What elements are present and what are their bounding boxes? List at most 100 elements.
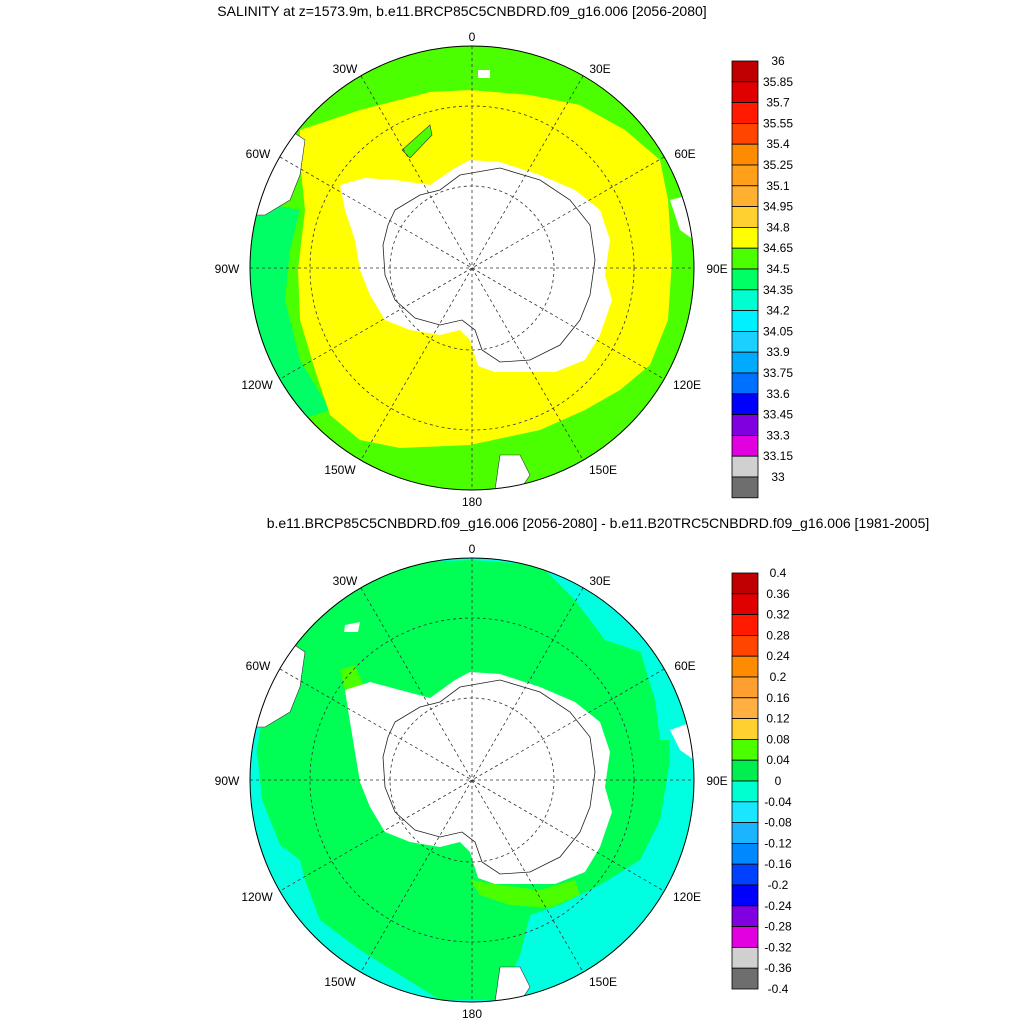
colorbar-label: 33.3	[766, 428, 790, 442]
map2-australia	[494, 966, 531, 1002]
colorbar-swatch	[731, 739, 759, 761]
colorbar-label: 34.8	[766, 220, 790, 234]
lon-label: 30W	[333, 574, 358, 588]
map2-polar-stereographic: 0 30E 60E 90E 120E 150E 180 150W 120W 90…	[215, 542, 728, 1021]
colorbar-label: -0.08	[764, 816, 792, 830]
colorbar-label: 0.2	[770, 670, 787, 684]
colorbar-swatch	[731, 414, 759, 436]
colorbar-swatch	[731, 801, 759, 823]
map1-title: SALINITY at z=1573.9m, b.e11.BRCP85C5CNB…	[217, 3, 707, 19]
colorbar-swatch	[731, 102, 759, 124]
colorbar-swatch	[731, 372, 759, 395]
colorbar-label: 35.1	[766, 179, 790, 193]
colorbar-label: 33	[771, 470, 785, 484]
colorbar-label: 0.36	[766, 587, 790, 601]
colorbar-label: 33.6	[766, 387, 790, 401]
colorbar-swatch	[731, 905, 759, 927]
lon-label: 60W	[246, 147, 271, 161]
colorbar-label: 0.32	[766, 608, 790, 622]
colorbar-label: 0.24	[766, 649, 790, 663]
lon-label: 60W	[246, 659, 271, 673]
colorbar-swatch	[731, 780, 759, 803]
lon-label: 90W	[215, 774, 240, 788]
lon-label: 90E	[706, 262, 727, 276]
colorbar-label: 34.65	[763, 241, 793, 255]
colorbar-label: -0.24	[764, 899, 792, 913]
colorbar-label: 34.2	[766, 304, 790, 318]
colorbar-label: 34.5	[766, 262, 790, 276]
colorbar-swatch	[731, 863, 759, 886]
lon-label: 150E	[589, 463, 617, 477]
colorbar-swatch	[731, 60, 759, 83]
colorbar-swatch	[731, 81, 759, 104]
colorbar-label: -0.28	[764, 920, 792, 934]
colorbar-label: 33.15	[763, 449, 793, 463]
colorbar-label: 0	[775, 774, 782, 788]
colorbar-label: 35.85	[763, 75, 793, 89]
map2-colorbar: 0.4 0.36 0.32 0.28 0.24 0.2 0.16 0.12 0.08 0.04 0 -…	[731, 566, 792, 996]
lon-label: 60E	[674, 659, 695, 673]
colorbar-swatch	[731, 759, 759, 782]
colorbar-label: -0.2	[768, 878, 789, 892]
lon-label: 120W	[241, 378, 273, 392]
map2-antarctica	[345, 672, 612, 884]
map2-title: b.e11.BRCP85C5CNBDRD.f09_g16.006 [2056-2…	[266, 515, 930, 531]
map2-graticule	[250, 558, 694, 1002]
colorbar-swatch	[731, 697, 759, 719]
colorbar-label: 34.35	[763, 283, 793, 297]
lon-label: 30E	[589, 574, 610, 588]
lon-label: 90W	[215, 262, 240, 276]
colorbar-label: 33.45	[763, 408, 793, 422]
colorbar-label: 0.28	[766, 628, 790, 642]
colorbar-label: 35.4	[766, 137, 790, 151]
colorbar-swatch	[731, 455, 759, 478]
colorbar-label: 34.95	[763, 200, 793, 214]
colorbar-swatch	[731, 718, 759, 740]
colorbar-swatch	[731, 572, 759, 595]
colorbar-label: 0.08	[766, 732, 790, 746]
colorbar-swatch	[731, 476, 759, 499]
lon-label: 150W	[324, 463, 356, 477]
colorbar-label: 35.55	[763, 116, 793, 130]
colorbar-swatch	[731, 206, 759, 228]
colorbar-label: -0.4	[768, 982, 789, 996]
colorbar-swatch	[731, 123, 759, 145]
colorbar-swatch	[731, 926, 759, 948]
map1-australia	[494, 454, 531, 490]
map2-lon-labels: 0 30E 60E 90E 120E 150E 180 150W 120W 90…	[215, 542, 728, 1021]
colorbar-label: 36	[771, 54, 785, 68]
lon-label: 150W	[324, 975, 356, 989]
colorbar-swatch	[731, 393, 759, 415]
lon-label: 120E	[673, 890, 701, 904]
lon-label: 0	[469, 30, 476, 44]
colorbar-label: -0.04	[764, 795, 792, 809]
colorbar-swatch	[731, 822, 759, 844]
colorbar-swatch	[731, 310, 759, 332]
colorbar-label: 35.25	[763, 158, 793, 172]
colorbar-swatch	[731, 351, 759, 374]
colorbar-swatch	[731, 884, 759, 907]
lon-label: 120E	[673, 378, 701, 392]
colorbar-swatch	[731, 185, 759, 208]
lon-label: 30W	[333, 62, 358, 76]
colorbar-swatch	[731, 289, 759, 311]
colorbar-label: 0.12	[766, 712, 790, 726]
colorbar-swatch	[731, 947, 759, 969]
colorbar-swatch	[731, 143, 759, 166]
lon-label: 60E	[674, 147, 695, 161]
map1-graticule	[250, 46, 694, 490]
colorbar-swatch	[731, 247, 759, 270]
colorbar-swatch	[731, 614, 759, 636]
colorbar-label: -0.16	[764, 857, 792, 871]
colorbar-label: 35.7	[766, 96, 790, 110]
colorbar-label: 33.9	[766, 345, 790, 359]
colorbar-swatch	[731, 967, 759, 990]
map1-colorbar: 36 35.85 35.7 35.55 35.4 35.25 35.1 34.95 34.8 34…	[731, 54, 793, 499]
lon-label: 0	[469, 542, 476, 556]
colorbar-swatch	[731, 843, 759, 865]
colorbar-label: -0.12	[764, 836, 792, 850]
map1-green-patch	[401, 124, 433, 159]
lon-label: 90E	[706, 774, 727, 788]
colorbar-swatch	[731, 226, 759, 249]
